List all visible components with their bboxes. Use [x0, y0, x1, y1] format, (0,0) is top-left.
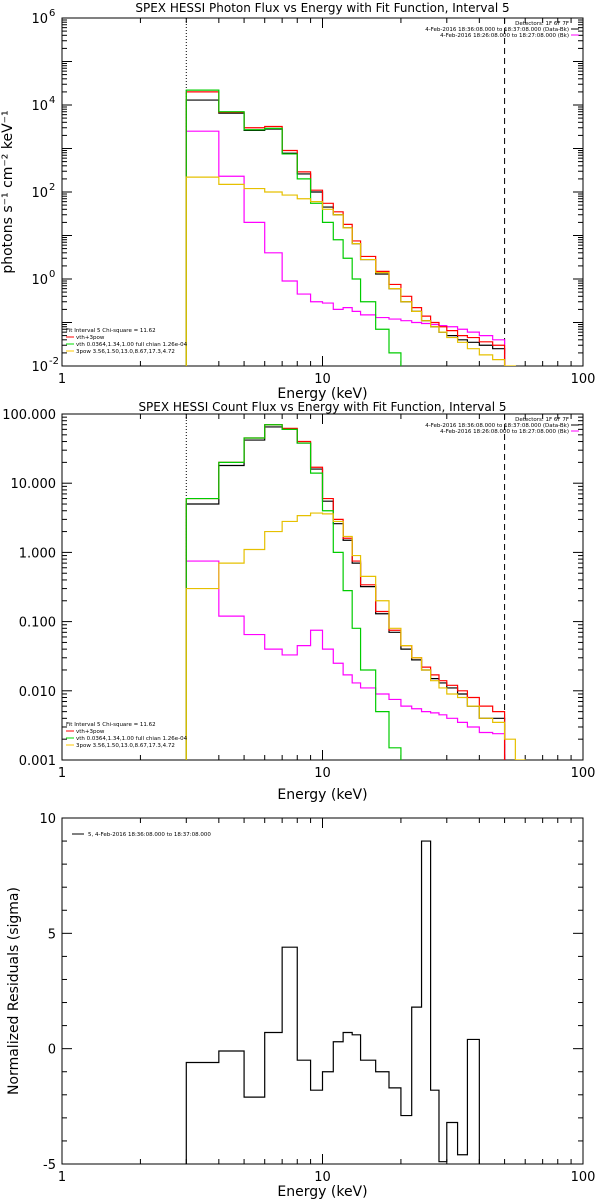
y-tick-label: 10	[31, 186, 48, 201]
chart-title: SPEX HESSI Count Flux vs Energy with Fit…	[138, 400, 506, 414]
series-line	[185, 426, 506, 760]
y-tick-label: 10	[31, 360, 48, 375]
legend-label: 5, 4-Feb-2016 18:36:08.000 to 18:37:08.0…	[88, 832, 211, 838]
series-group	[185, 89, 516, 366]
y-tick-exponent: 0	[49, 269, 55, 280]
header-line: 4-Feb-2016 18:36:08.000 to 18:37:08.000 …	[425, 27, 569, 33]
x-axis-label: Energy (keV)	[277, 1184, 367, 1200]
series-group	[185, 840, 480, 1164]
series-line	[185, 560, 506, 760]
y-tick-label: 0.001	[19, 754, 56, 769]
header-line: 4-Feb-2016 18:36:08.000 to 18:37:08.000 …	[425, 423, 569, 429]
x-tick-label: 1	[58, 372, 66, 387]
y-tick-label: 10	[31, 12, 48, 27]
x-axis-label: Energy (keV)	[277, 386, 367, 402]
y-tick-label: 5	[48, 927, 56, 942]
annotation-line: vth+3pow	[76, 729, 105, 735]
y-tick-exponent: 4	[49, 95, 55, 106]
x-tick-label: 100	[571, 766, 596, 781]
series-group	[185, 424, 526, 760]
y-tick-exponent: -2	[49, 356, 59, 367]
annotation-line: vth 0.0364,1.34,1.00 full chian 1.26e-04	[76, 342, 188, 348]
series-line	[185, 176, 516, 366]
x-tick-label: 10	[314, 766, 331, 781]
annotation-line: 3pow 3.56,1.50,13.0,8.67,17.3,4.72	[76, 349, 175, 355]
header-line: 4-Feb-2016 18:26:08.000 to 18:27:08.000 …	[440, 429, 569, 435]
y-tick-exponent: 6	[49, 8, 55, 19]
y-tick-label: 10	[39, 812, 56, 827]
panel-2: 1 10 100 0.001 0.010 0.100 1.000 10.000 100.000 S…	[2, 400, 595, 803]
annotation-line: vth+3pow	[76, 335, 105, 341]
y-tick-label: 0.100	[19, 616, 56, 631]
header-line: Detectors: 1F 6F 7F	[515, 21, 569, 27]
y-axis-label: photons s⁻¹ cm⁻² keV⁻¹	[0, 110, 16, 273]
annotation-line: 3pow 3.56,1.50,13.0,8.67,17.3,4.72	[76, 743, 175, 749]
y-tick-exponent: 2	[49, 182, 55, 193]
annotation-line: Fit Interval 5 Chi-square = 11.62	[66, 328, 156, 334]
y-tick-label: 0.010	[19, 685, 56, 700]
chart-title: SPEX HESSI Photon Flux vs Energy with Fi…	[135, 1, 509, 15]
series-line	[185, 424, 506, 760]
y-tick-label: 0	[48, 1043, 56, 1058]
y-tick-label: 10.000	[11, 477, 57, 492]
series-line	[185, 89, 402, 366]
y-tick-label: 10	[31, 273, 48, 288]
annotation-line: Fit Interval 5 Chi-square = 11.62	[66, 722, 156, 728]
x-tick-label: 1	[58, 766, 66, 781]
series-line	[185, 130, 506, 366]
y-tick-label: 10	[31, 99, 48, 114]
x-tick-label: 10	[314, 372, 331, 387]
series-line	[185, 424, 402, 760]
y-axis-label: Normalized Residuals (sigma)	[6, 887, 22, 1095]
x-tick-label: 1	[58, 1170, 66, 1185]
y-tick-label: 100.000	[2, 408, 56, 423]
x-axis-label: Energy (keV)	[277, 787, 367, 803]
header-line: Detectors: 1F 6F 7F	[515, 417, 569, 423]
x-tick-label: 100	[571, 1170, 596, 1185]
plot-frame	[61, 817, 584, 1165]
y-tick-label: -5	[43, 1158, 56, 1173]
x-tick-label: 10	[314, 1170, 331, 1185]
annotation-line: vth 0.0364,1.34,1.00 full chian 1.26e-04	[76, 736, 188, 742]
y-tick-label: 1.000	[19, 546, 56, 561]
header-line: 4-Feb-2016 18:26:08.000 to 18:27:08.000 …	[440, 33, 569, 39]
series-line	[185, 512, 526, 760]
series-line	[185, 840, 480, 1164]
x-tick-label: 100	[571, 372, 596, 387]
